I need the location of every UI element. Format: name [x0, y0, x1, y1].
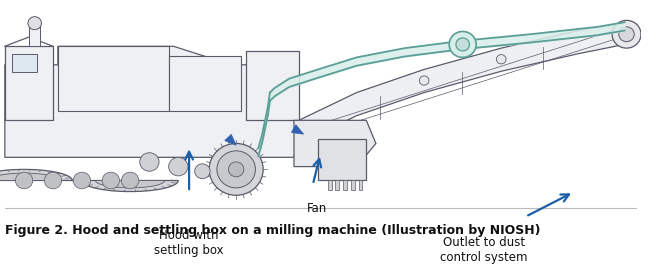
Polygon shape: [299, 23, 631, 143]
Circle shape: [217, 151, 255, 188]
Circle shape: [619, 27, 634, 42]
Polygon shape: [29, 23, 41, 46]
Polygon shape: [351, 180, 354, 190]
Polygon shape: [291, 125, 304, 134]
Circle shape: [28, 17, 41, 30]
Circle shape: [73, 172, 90, 189]
Polygon shape: [11, 54, 37, 72]
Polygon shape: [5, 65, 299, 157]
Circle shape: [169, 157, 188, 176]
Polygon shape: [5, 46, 53, 120]
Circle shape: [195, 164, 210, 179]
Polygon shape: [0, 169, 178, 192]
Text: Hood with
settling box: Hood with settling box: [154, 229, 224, 257]
Polygon shape: [58, 46, 169, 111]
Polygon shape: [318, 139, 366, 180]
Circle shape: [209, 143, 263, 195]
Circle shape: [140, 153, 159, 171]
Circle shape: [229, 162, 244, 177]
Circle shape: [612, 20, 641, 48]
Polygon shape: [343, 180, 347, 190]
Circle shape: [496, 55, 506, 64]
Circle shape: [449, 31, 476, 57]
Text: Outlet to dust
control system: Outlet to dust control system: [440, 236, 528, 264]
Text: Fan: Fan: [307, 202, 327, 215]
Polygon shape: [358, 180, 362, 190]
Circle shape: [45, 172, 62, 189]
Polygon shape: [294, 120, 376, 167]
Circle shape: [122, 172, 139, 189]
Circle shape: [102, 172, 120, 189]
Polygon shape: [58, 46, 231, 65]
Polygon shape: [225, 134, 236, 145]
Polygon shape: [328, 180, 332, 190]
Polygon shape: [169, 56, 241, 111]
Circle shape: [420, 76, 429, 85]
Text: Figure 2. Hood and settling box on a milling machine (Illustration by NIOSH): Figure 2. Hood and settling box on a mil…: [5, 224, 541, 237]
Circle shape: [15, 172, 33, 189]
Circle shape: [456, 38, 469, 51]
Polygon shape: [0, 173, 165, 188]
Polygon shape: [246, 51, 299, 120]
Polygon shape: [335, 180, 339, 190]
